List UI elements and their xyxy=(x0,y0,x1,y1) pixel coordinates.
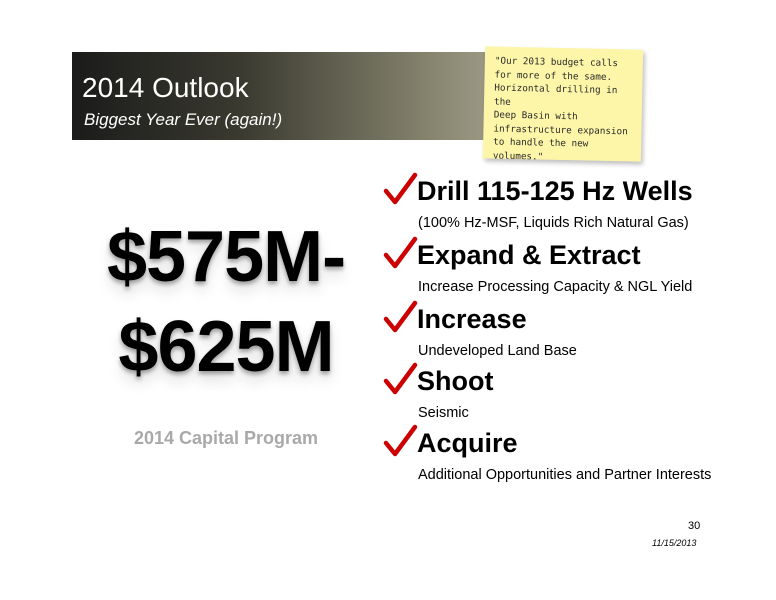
capital-amount-low: $575M- xyxy=(106,217,346,297)
slide-title: 2014 Outlook xyxy=(82,72,249,103)
checkmark-icon xyxy=(383,236,418,269)
checkmark-icon xyxy=(383,300,418,333)
checklist-item-title: Acquire xyxy=(417,428,518,458)
slide-date: 11/15/2013 xyxy=(652,538,697,548)
slide-subtitle: Biggest Year Ever (again!) xyxy=(84,110,283,129)
note-line: Horizontal drilling in the xyxy=(493,82,618,108)
checklist-item-description: Increase Processing Capacity & NGL Yield xyxy=(418,279,693,295)
checkmark-icon xyxy=(383,172,418,205)
checkmark-icon xyxy=(383,362,418,395)
checklist-item-description: Additional Opportunities and Partner Int… xyxy=(418,467,712,483)
checklist-item-title: Increase xyxy=(417,304,527,334)
capital-program-label: 2014 Capital Program xyxy=(133,428,319,448)
checklist-item-description: (100% Hz-MSF, Liquids Rich Natural Gas) xyxy=(418,215,689,231)
checklist-item-description: Undeveloped Land Base xyxy=(418,343,577,359)
checkmark-icon xyxy=(383,424,418,457)
sticky-note: "Our 2013 budget calls for more of the s… xyxy=(482,46,644,162)
checklist-item-title: Expand & Extract xyxy=(417,240,641,270)
note-line: volumes." xyxy=(492,150,544,162)
checklist-item-description: Seismic xyxy=(418,405,469,421)
capital-amount-high: $625M xyxy=(118,307,334,387)
checklist-item-title: Shoot xyxy=(417,366,494,396)
checklist-item-title: Drill 115-125 Hz Wells xyxy=(417,176,693,206)
page-number: 30 xyxy=(688,520,701,532)
